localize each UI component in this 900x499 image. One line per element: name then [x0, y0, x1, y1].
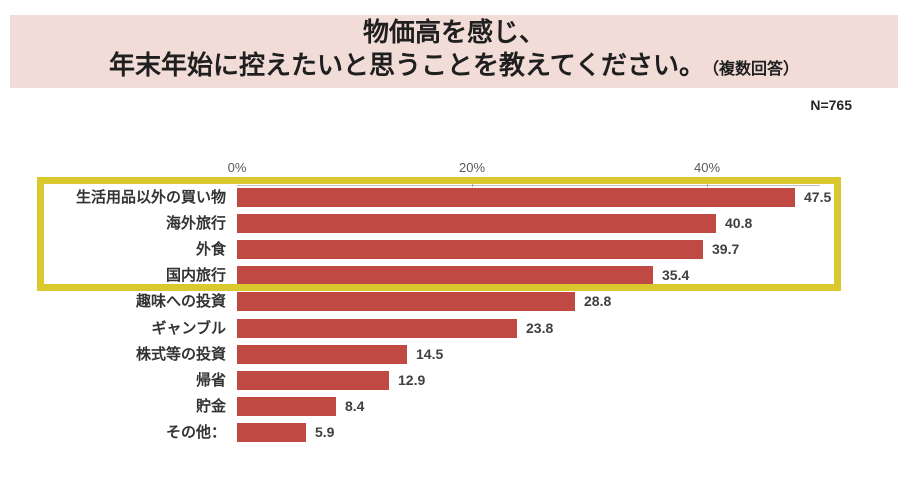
x-axis-tick-label: 40% — [693, 160, 721, 175]
bar — [237, 319, 517, 338]
value-label: 28.8 — [584, 293, 612, 309]
sample-size-label: N=765 — [810, 97, 852, 113]
value-label: 23.8 — [526, 320, 554, 336]
value-label: 47.5 — [804, 189, 832, 205]
x-axis-tick — [707, 181, 708, 187]
category-label: 趣味への投資 — [135, 293, 226, 310]
category-label: 貯金 — [195, 398, 226, 415]
value-label: 5.9 — [315, 424, 335, 440]
x-axis-tick-label: 20% — [458, 160, 486, 175]
bar — [237, 397, 336, 416]
chart-title-line2: 年末年始に控えたいと思うことを教えてください。 （複数回答） — [109, 48, 799, 87]
value-label: 39.7 — [712, 241, 740, 257]
x-axis-tick — [472, 181, 473, 187]
category-label: その他： — [165, 424, 226, 441]
value-label: 8.4 — [345, 398, 365, 414]
category-label: 海外旅行 — [165, 215, 226, 232]
bar — [237, 240, 703, 259]
value-label: 14.5 — [416, 346, 444, 362]
bar — [237, 345, 407, 364]
bar — [237, 214, 716, 233]
category-label: 国内旅行 — [165, 267, 226, 284]
x-axis-tick-label: 0% — [227, 160, 247, 175]
chart-title-line1: 物価高を感じ、 — [362, 17, 545, 47]
chart-title-main: 年末年始に控えたいと思うことを教えてください。 — [109, 50, 705, 80]
chart-title-note: （複数回答） — [710, 61, 799, 78]
x-axis-line — [237, 185, 820, 186]
category-label: 株式等の投資 — [135, 346, 226, 363]
category-label: ギャンブル — [151, 320, 226, 337]
category-label: 帰省 — [195, 372, 226, 389]
bar — [237, 423, 306, 442]
bar — [237, 266, 653, 285]
bar — [237, 188, 795, 207]
value-label: 40.8 — [725, 215, 753, 231]
title-banner: 物価高を感じ、 年末年始に控えたいと思うことを教えてください。 （複数回答） — [10, 15, 898, 88]
category-label: 生活用品以外の買い物 — [75, 189, 226, 206]
category-label: 外食 — [195, 241, 226, 258]
value-label: 12.9 — [398, 372, 426, 388]
bar — [237, 371, 389, 390]
value-label: 35.4 — [662, 267, 690, 283]
bar — [237, 292, 575, 311]
